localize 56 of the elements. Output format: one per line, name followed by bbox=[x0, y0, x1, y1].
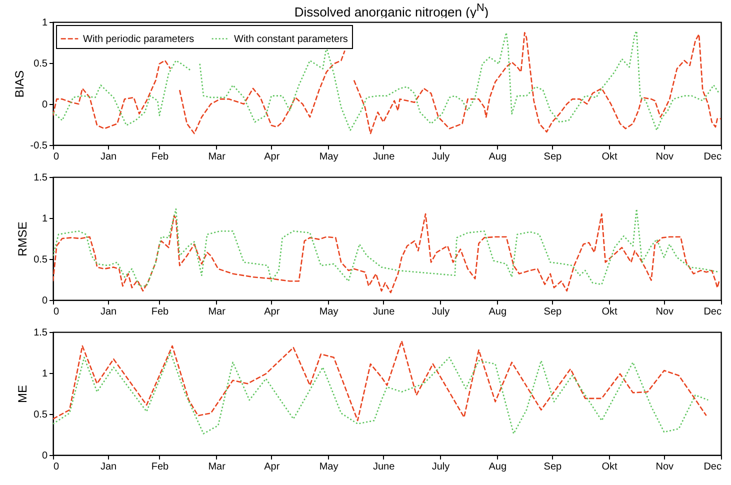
x-tick-label: Mar bbox=[208, 462, 226, 472]
legend-label: With periodic parameters bbox=[83, 34, 194, 45]
y-axis-title: ME bbox=[16, 385, 30, 403]
x-tick-label: Nov bbox=[656, 152, 674, 162]
x-tick-label: Okt bbox=[602, 462, 618, 472]
x-tick-label: Sep bbox=[544, 306, 562, 318]
x-tick-label: May bbox=[319, 306, 338, 318]
x-tick-label: June bbox=[372, 462, 396, 472]
x-tick-label: Apr bbox=[264, 306, 280, 318]
y-tick-label: -0.5 bbox=[30, 140, 48, 152]
y-tick-label: 0.5 bbox=[34, 410, 48, 420]
x-tick-label: Jan bbox=[100, 152, 117, 162]
x-tick-label: Nov bbox=[656, 462, 674, 472]
x-tick-label: Dec bbox=[704, 306, 722, 318]
x-tick-label: June bbox=[372, 306, 396, 318]
x-tick-label: Mar bbox=[208, 152, 226, 162]
y-tick-label: 0 bbox=[42, 296, 48, 306]
x-tick-label: 0 bbox=[54, 152, 60, 162]
x-tick-label: Feb bbox=[151, 462, 169, 472]
x-tick-label: Jan bbox=[100, 306, 117, 318]
x-tick-label: Apr bbox=[264, 462, 280, 472]
x-tick-label: Dec bbox=[704, 462, 722, 472]
y-tick-label: 0.5 bbox=[34, 58, 48, 70]
x-tick-label: Sep bbox=[544, 152, 562, 162]
x-tick-label: Dec bbox=[704, 152, 722, 162]
x-tick-label: May bbox=[319, 152, 338, 162]
x-tick-label: July bbox=[432, 152, 450, 162]
y-tick-label: 1 bbox=[42, 368, 48, 380]
y-tick-label: 1.5 bbox=[34, 328, 48, 338]
y-tick-label: 0 bbox=[42, 100, 48, 110]
x-tick-label: Aug bbox=[488, 152, 507, 162]
x-tick-label: Nov bbox=[656, 306, 674, 318]
y-axis-title: RMSE bbox=[16, 222, 30, 256]
y-tick-label: 0.5 bbox=[34, 254, 48, 266]
x-tick-label: Feb bbox=[151, 152, 169, 162]
y-tick-label: 0 bbox=[42, 450, 48, 462]
x-tick-label: July bbox=[432, 462, 450, 472]
x-tick-label: Mar bbox=[208, 306, 226, 318]
y-tick-label: 1 bbox=[42, 214, 48, 224]
x-tick-label: Apr bbox=[264, 152, 280, 162]
y-axis-title: BIAS bbox=[12, 70, 26, 98]
x-tick-label: Sep bbox=[544, 462, 562, 472]
x-tick-label: 0 bbox=[54, 306, 60, 318]
x-tick-label: Aug bbox=[488, 306, 507, 318]
x-tick-label: Aug bbox=[488, 462, 507, 472]
y-tick-label: 1.5 bbox=[34, 172, 48, 184]
x-tick-label: Okt bbox=[602, 306, 618, 318]
x-tick-label: Jan bbox=[100, 462, 117, 472]
x-tick-label: June bbox=[372, 152, 396, 162]
legend-label: With constant parameters bbox=[234, 34, 348, 45]
x-tick-label: 0 bbox=[54, 462, 60, 472]
x-tick-label: May bbox=[319, 462, 338, 472]
x-tick-label: Okt bbox=[602, 152, 618, 162]
y-tick-label: 1 bbox=[42, 18, 48, 28]
x-tick-label: Feb bbox=[151, 306, 169, 318]
x-tick-label: July bbox=[432, 306, 450, 318]
